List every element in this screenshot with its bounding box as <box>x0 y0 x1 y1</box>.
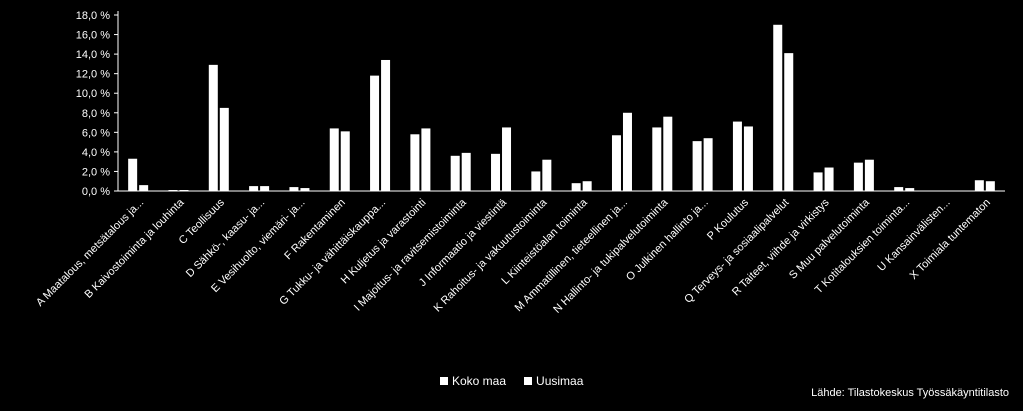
bar-koko-maa <box>330 128 339 191</box>
bar-koko-maa <box>128 159 137 191</box>
bar-koko-maa <box>531 171 540 191</box>
bar-uusimaa <box>583 181 592 191</box>
bar-koko-maa <box>491 154 500 191</box>
bar-koko-maa <box>612 135 621 191</box>
bar-koko-maa <box>168 190 177 191</box>
x-tick-label: O Julkinen hallinto ja... <box>624 197 711 284</box>
legend-label-koko-maa: Koko maa <box>452 374 506 388</box>
bar-uusimaa <box>220 108 229 191</box>
y-tick-label: 2,0 % <box>82 166 110 178</box>
legend-swatch-uusimaa <box>524 377 532 385</box>
legend: Koko maa Uusimaa <box>440 374 583 388</box>
bar-koko-maa <box>814 172 823 191</box>
bar-uusimaa <box>381 60 390 191</box>
y-tick-label: 4,0 % <box>82 147 110 159</box>
y-tick-label: 14,0 % <box>76 49 110 61</box>
bar-uusimaa <box>179 190 188 191</box>
bar-uusimaa <box>260 186 269 191</box>
bar-koko-maa <box>209 65 218 191</box>
bar-uusimaa <box>462 153 471 191</box>
bar-uusimaa <box>704 138 713 191</box>
y-tick-label: 0,0 % <box>82 186 110 198</box>
bar-koko-maa <box>894 187 903 191</box>
y-tick-label: 10,0 % <box>76 88 110 100</box>
x-tick-label: U Kansainvälisten... <box>875 197 952 274</box>
bar-uusimaa <box>825 168 834 191</box>
legend-item-uusimaa: Uusimaa <box>524 374 583 388</box>
bar-koko-maa <box>854 163 863 191</box>
legend-item-koko-maa: Koko maa <box>440 374 506 388</box>
bar-koko-maa <box>693 141 702 191</box>
bar-koko-maa <box>733 122 742 191</box>
bar-koko-maa <box>572 183 581 191</box>
legend-swatch-koko-maa <box>440 377 448 385</box>
bar-uusimaa <box>300 188 309 191</box>
bar-uusimaa <box>986 181 995 191</box>
y-tick-label: 12,0 % <box>76 69 110 81</box>
bar-uusimaa <box>542 160 551 191</box>
y-tick-label: 16,0 % <box>76 30 110 42</box>
bar-koko-maa <box>975 180 984 191</box>
bar-koko-maa <box>451 156 460 191</box>
bar-uusimaa <box>663 117 672 191</box>
y-tick-label: 18,0 % <box>76 10 110 22</box>
y-tick-label: 6,0 % <box>82 127 110 139</box>
bar-uusimaa <box>744 126 753 191</box>
bar-uusimaa <box>139 185 148 191</box>
bar-uusimaa <box>502 127 511 191</box>
bar-uusimaa <box>421 128 430 191</box>
bar-uusimaa <box>905 188 914 191</box>
x-tick-label: X Toimiala tuntematon <box>908 197 993 282</box>
x-tick-label: D Sähkö-, kaasu- ja... <box>184 197 267 280</box>
bar-uusimaa <box>865 160 874 191</box>
bar-koko-maa <box>370 76 379 191</box>
bar-koko-maa <box>410 134 419 191</box>
bar-koko-maa <box>773 25 782 191</box>
y-tick-label: 8,0 % <box>82 108 110 120</box>
bar-uusimaa <box>623 113 632 191</box>
bar-uusimaa <box>784 53 793 191</box>
bar-koko-maa <box>249 186 258 191</box>
bar-uusimaa <box>341 131 350 191</box>
bar-koko-maa <box>652 127 661 191</box>
legend-label-uusimaa: Uusimaa <box>536 374 583 388</box>
source-note: Lähde: Tilastokeskus Työssäkäyntitilasto <box>811 387 1009 399</box>
bar-koko-maa <box>289 187 298 191</box>
x-tick-label: S Muu palvelutoiminta <box>787 196 873 282</box>
